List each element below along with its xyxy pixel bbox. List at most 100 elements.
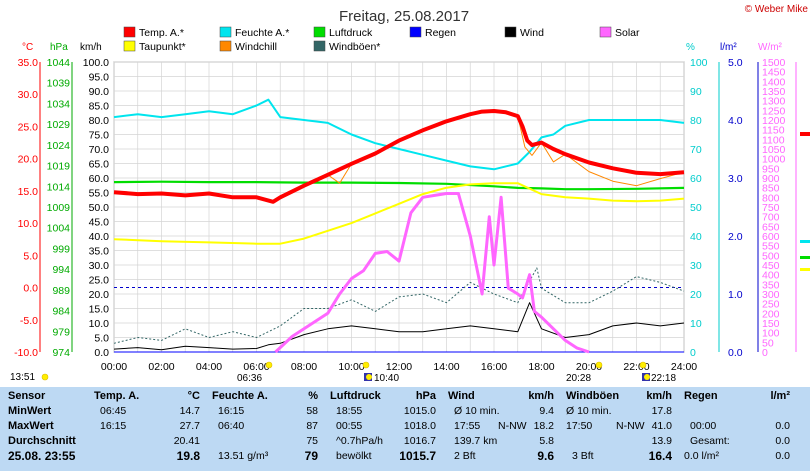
wind-unit: km/h	[80, 42, 102, 53]
stats-pressure-max: 1018.0	[403, 420, 436, 432]
wind-tick-label: 10.0	[89, 318, 110, 330]
humidity-tick-label: 50	[690, 202, 702, 214]
solar-tick-label: 1450	[762, 67, 786, 79]
solar-tick-label: 550	[762, 241, 780, 253]
copyright: © Weber Mike	[745, 4, 809, 15]
humidity-tick-label: 100	[690, 57, 708, 69]
temp-tick-label: 10.0	[18, 218, 39, 230]
solar-tick-label: 400	[762, 270, 780, 282]
stats-wind-run: 139.7 km	[454, 435, 498, 447]
legend-label: Solar	[615, 27, 640, 39]
stats-humidity-min-time: 16:15	[218, 405, 245, 417]
wind-tick-label: 65.0	[89, 159, 110, 171]
stats-gusts-max-time: 17:50	[566, 420, 593, 432]
pressure-unit: hPa	[50, 42, 68, 53]
stats-rain-total-label: Gesamt:	[690, 435, 730, 447]
moon-icon-crescent	[644, 374, 650, 380]
stats-rain-unit: l/m²	[770, 390, 790, 402]
solar-tick-label: 1350	[762, 86, 786, 98]
solar-tick-label: 1300	[762, 96, 786, 108]
wind-tick-label: 30.0	[89, 260, 110, 272]
legend-swatch	[599, 26, 612, 38]
legend-swatch	[313, 40, 326, 52]
solar-tick-label: 1250	[762, 105, 786, 117]
legend-swatch	[123, 40, 136, 52]
time-tick-label: 20:00	[576, 361, 602, 373]
temp-tick-label: 20.0	[18, 154, 39, 166]
stats-humidity-max-time: 06:40	[218, 420, 245, 432]
solar-tick-label: 150	[762, 318, 780, 330]
series-line-windb-en	[113, 267, 685, 344]
humidity-tick-label: 0	[690, 347, 696, 359]
wind-tick-label: 45.0	[89, 217, 110, 229]
sunrise-time: 06:36	[237, 373, 262, 384]
humidity-tick-label: 90	[690, 86, 702, 98]
stats-label-current: 25.08. 23:55	[8, 449, 76, 463]
weather-chart: Freitag, 25.08.2017 © Weber Mike Temp. A…	[10, 4, 810, 384]
series-line-temp-a	[113, 109, 685, 204]
time-tick-label: 06:00	[243, 361, 269, 373]
wind-tick-label: 35.0	[89, 246, 110, 258]
stats-pressure-forecast: bewölkt	[336, 450, 372, 462]
legend-label: Luftdruck	[329, 27, 373, 39]
humidity-tick-label: 40	[690, 231, 702, 243]
stats-pressure-avg: 1016.7	[403, 435, 436, 447]
stats-gusts-bft: 3 Bft	[572, 450, 594, 462]
series-line-taupunkt	[113, 182, 685, 245]
humidity-unit: %	[686, 42, 695, 53]
solar-unit: W/m²	[758, 42, 783, 53]
wind-tick-label: 95.0	[89, 72, 110, 84]
legend-swatch	[219, 40, 232, 52]
stats-pressure-max-time: 00:55	[336, 420, 363, 432]
solar-tick-label: 1500	[762, 57, 786, 69]
solar-tick-label: 1000	[762, 154, 786, 166]
wind-tick-label: 100.0	[83, 57, 109, 69]
series-line-luftdruck	[113, 180, 685, 191]
stats-col-wind: Wind km/h Ø 10 min. 9.4 17:55 N-NW 18.2 139.…	[448, 389, 554, 464]
stats-temp-max: 27.7	[179, 420, 200, 432]
temp-tick-label: 5.0	[23, 250, 38, 262]
stats-col-sensor: Sensor MinWert MaxWert Durchschnitt 25.0…	[8, 389, 88, 464]
stats-humidity-unit: %	[308, 390, 318, 402]
stats-temp-unit: °C	[187, 390, 200, 402]
time-tick-label: 10:00	[338, 361, 364, 373]
stats-wind-avg10: 9.4	[539, 405, 554, 417]
stats-col-temp: Temp. A. °C 06:45 14.7 16:15 27.7 20.41 19.…	[94, 389, 200, 464]
pressure-tick-label: 1019	[47, 161, 71, 173]
solar-tick-label: 600	[762, 231, 780, 243]
pressure-tick-label: 974	[52, 347, 70, 359]
humidity-tick-label: 10	[690, 318, 702, 330]
pressure-tick-label: 994	[52, 264, 70, 276]
solar-tick-label: 50	[762, 337, 774, 349]
wind-tick-label: 55.0	[89, 188, 110, 200]
wind-tick-label: 0.0	[94, 347, 109, 359]
wind-tick-label: 20.0	[89, 289, 110, 301]
stats-col-rain: Regen l/m² 00:00 0.0 Gesamt: 0.0 0.0 l/m² 0.…	[684, 389, 790, 464]
rain-tick-label: 2.0	[728, 231, 743, 243]
stats-col-gusts: Windböen km/h Ø 10 min. 17.8 17:50 N-NW 41.0…	[566, 389, 672, 464]
legend-swatch	[219, 26, 232, 38]
stats-gusts-unit: km/h	[646, 390, 672, 402]
time-tick-label: 00:00	[101, 361, 127, 373]
temp-tick-label: -5.0	[20, 315, 38, 327]
solar-tick-label: 1050	[762, 144, 786, 156]
stats-gusts-current: 16.4	[648, 449, 672, 463]
humidity-tick-label: 70	[690, 144, 702, 156]
pressure-tick-label: 1014	[47, 181, 71, 193]
stats-humidity-min: 58	[306, 405, 318, 417]
stats-humidity-header: Feuchte A.	[212, 390, 268, 402]
stats-rain-total: 0.0	[775, 435, 790, 447]
rain-unit: l/m²	[720, 42, 737, 53]
wind-tick-label: 75.0	[89, 130, 110, 142]
chart-title: Freitag, 25.08.2017	[339, 8, 469, 25]
stats-gusts-avg10: 17.8	[651, 405, 672, 417]
stats-table: Sensor MinWert MaxWert Durchschnitt 25.0…	[0, 387, 810, 471]
temp-tick-label: -10.0	[14, 347, 38, 359]
pressure-tick-label: 1044	[47, 57, 71, 69]
stats-temp-header: Temp. A.	[94, 390, 140, 402]
rain-tick-label: 4.0	[728, 115, 743, 127]
stats-temp-min: 14.7	[179, 405, 200, 417]
solar-tick-label: 500	[762, 250, 780, 262]
solar-tick-label: 850	[762, 183, 780, 195]
humidity-tick-label: 80	[690, 115, 702, 127]
